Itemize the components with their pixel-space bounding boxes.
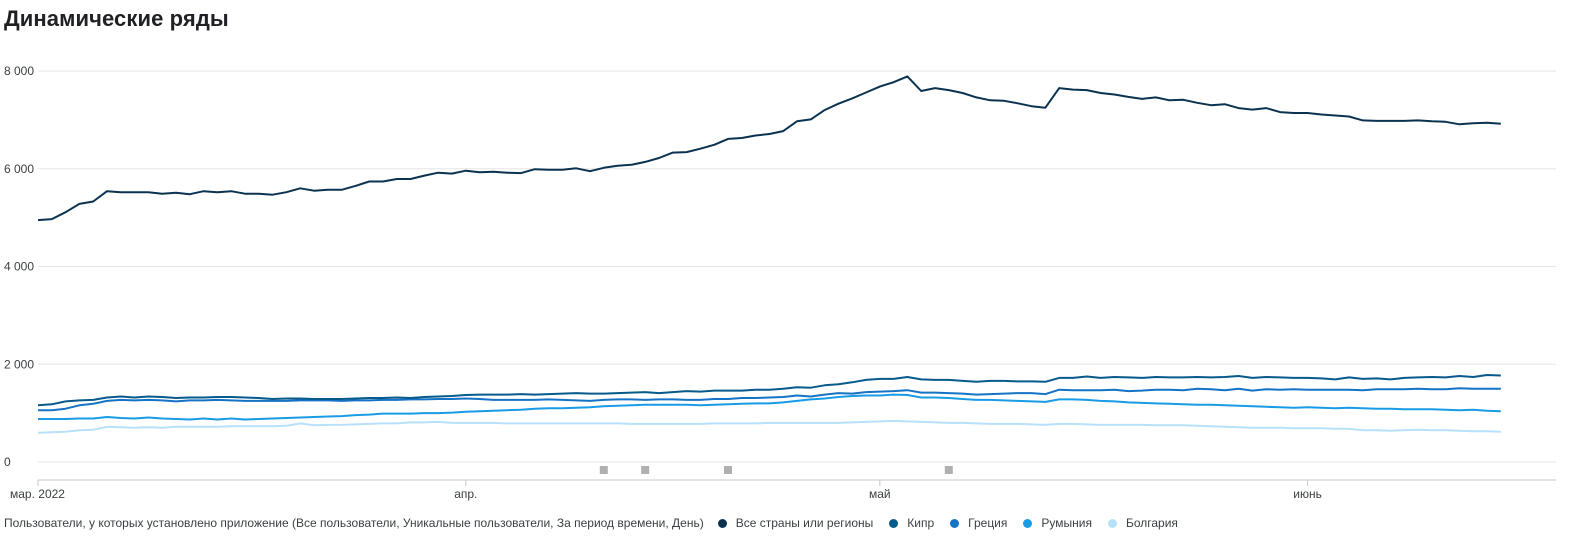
y-tick-label: 6 000 — [4, 162, 34, 176]
legend-item-all[interactable]: Все страны или регионы — [717, 516, 874, 530]
x-tick-label: апр. — [454, 487, 477, 501]
series-line — [38, 393, 1501, 421]
series-line — [37, 419, 1501, 434]
grid-lines — [38, 70, 1556, 463]
page-title: Динамические ряды — [4, 6, 229, 31]
legend-swatch-icon — [1023, 518, 1033, 528]
legend-swatch-icon — [889, 518, 899, 528]
legend-label: Румыния — [1041, 516, 1092, 530]
time-series-chart: 0 2 000 4 000 6 000 8 000 мар. 2022 апр. май ию… — [4, 64, 1556, 501]
x-tick-label: май — [869, 487, 891, 501]
legend-swatch-icon — [950, 518, 960, 528]
series-line — [37, 374, 1501, 407]
x-tick-label: мар. 2022 — [10, 487, 65, 501]
legend-item-bulgaria[interactable]: Болгария — [1107, 516, 1178, 530]
legend-swatch-icon — [1107, 518, 1117, 528]
legend-label: Болгария — [1125, 516, 1178, 530]
legend-label: Кипр — [907, 516, 935, 530]
series-line — [38, 387, 1501, 412]
y-tick-label: 4 000 — [4, 260, 34, 274]
annotation-marker[interactable] — [641, 466, 650, 474]
series-line — [37, 75, 1501, 222]
annotation-marker[interactable] — [599, 466, 608, 474]
annotation-marker[interactable] — [944, 466, 953, 474]
x-tick-label: июнь — [1293, 487, 1322, 501]
y-tick-label: 0 — [4, 455, 11, 469]
legend-item-cyprus[interactable]: Кипр — [889, 516, 934, 530]
legend-label: Греция — [968, 516, 1008, 530]
y-tick-label: 8 000 — [4, 64, 34, 78]
annotation-markers — [599, 466, 953, 474]
x-axis: мар. 2022 апр. май июнь — [10, 479, 1556, 501]
legend-item-romania[interactable]: Румыния — [1023, 516, 1092, 530]
series-lines — [37, 75, 1501, 434]
legend-item-greece[interactable]: Греция — [950, 516, 1007, 530]
y-tick-label: 2 000 — [4, 357, 34, 371]
annotation-marker[interactable] — [724, 466, 732, 474]
legend: Пользователи, у которых установлено прил… — [4, 516, 1194, 530]
legend-swatch-icon — [717, 518, 727, 528]
y-axis-ticks: 0 2 000 4 000 6 000 8 000 — [4, 64, 34, 469]
legend-label: Все страны или регионы — [735, 516, 874, 530]
legend-description: Пользователи, у которых установлено прил… — [4, 516, 704, 530]
